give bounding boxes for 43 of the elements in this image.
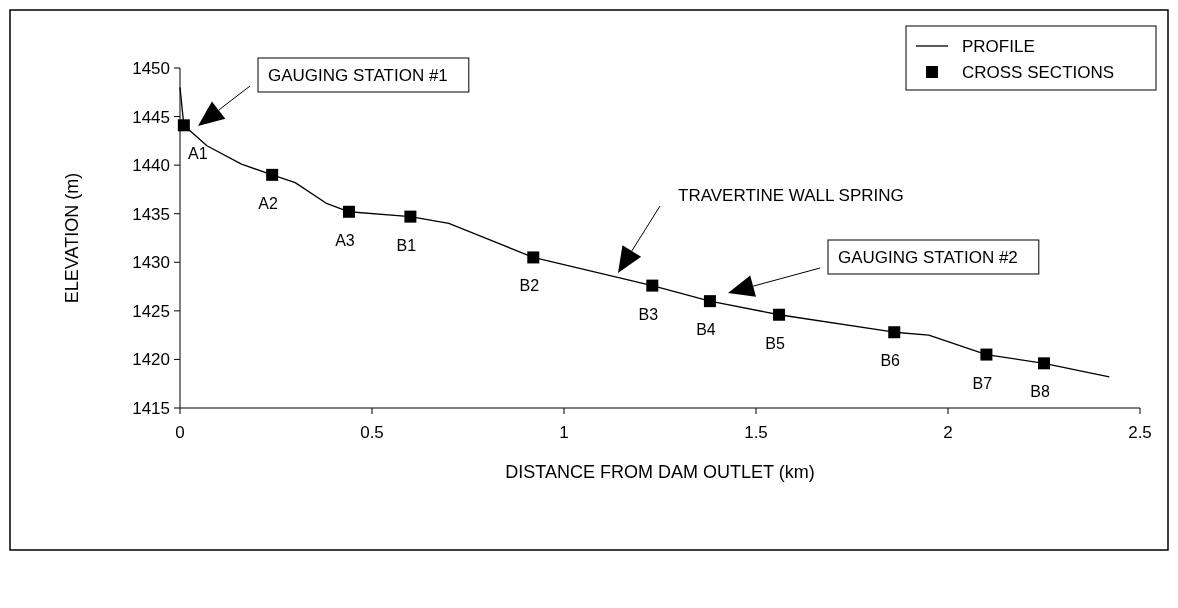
annotation: GAUGING STATION #2 bbox=[838, 248, 1018, 267]
y-tick-label: 1415 bbox=[132, 399, 170, 418]
x-axis-title: DISTANCE FROM DAM OUTLET (km) bbox=[505, 462, 815, 482]
data-label: B5 bbox=[765, 334, 785, 352]
y-tick-label: 1420 bbox=[132, 350, 170, 370]
data-label: A2 bbox=[258, 194, 279, 212]
point bbox=[404, 210, 417, 223]
point bbox=[703, 295, 716, 308]
point bbox=[527, 251, 540, 264]
data-label: B4 bbox=[696, 321, 716, 339]
point bbox=[177, 119, 190, 132]
y-tick-label: 1425 bbox=[132, 301, 170, 321]
data-label: B2 bbox=[519, 277, 540, 295]
point bbox=[773, 308, 786, 321]
y-tick-label: 1430 bbox=[132, 253, 170, 273]
y-tick-label: 1435 bbox=[132, 204, 170, 224]
point bbox=[266, 168, 279, 181]
x-tick-label: 1.5 bbox=[744, 423, 768, 442]
point bbox=[980, 348, 993, 361]
legend-label: PROFILE bbox=[962, 37, 1035, 56]
y-tick-label: 1440 bbox=[132, 156, 170, 176]
annotation: TRAVERTINE WALL SPRING bbox=[678, 186, 904, 205]
y-axis-title: ELEVATION (m) bbox=[62, 172, 82, 304]
annotation: GAUGING STATION #1 bbox=[268, 66, 448, 85]
x-tick-label: 2.5 bbox=[1128, 423, 1152, 442]
data-label: B1 bbox=[396, 236, 417, 254]
data-label: B8 bbox=[1030, 383, 1050, 401]
point bbox=[888, 326, 901, 339]
point bbox=[1038, 357, 1050, 370]
data-label: A1 bbox=[188, 145, 208, 163]
point bbox=[342, 205, 355, 218]
data-label: B3 bbox=[638, 305, 659, 323]
x-tick-label: 1 bbox=[559, 423, 569, 442]
data-label: B6 bbox=[880, 352, 901, 370]
x-tick-label: 0.5 bbox=[360, 423, 384, 442]
y-tick-label: 1445 bbox=[132, 107, 170, 127]
legend-label: CROSS SECTIONS bbox=[962, 63, 1115, 82]
x-tick-label: 0 bbox=[175, 423, 185, 442]
y-tick-label: 1450 bbox=[132, 59, 170, 78]
data-label: B7 bbox=[972, 374, 993, 392]
point bbox=[646, 279, 659, 292]
data-label: A3 bbox=[335, 231, 355, 249]
x-tick-label: 2 bbox=[943, 423, 953, 442]
